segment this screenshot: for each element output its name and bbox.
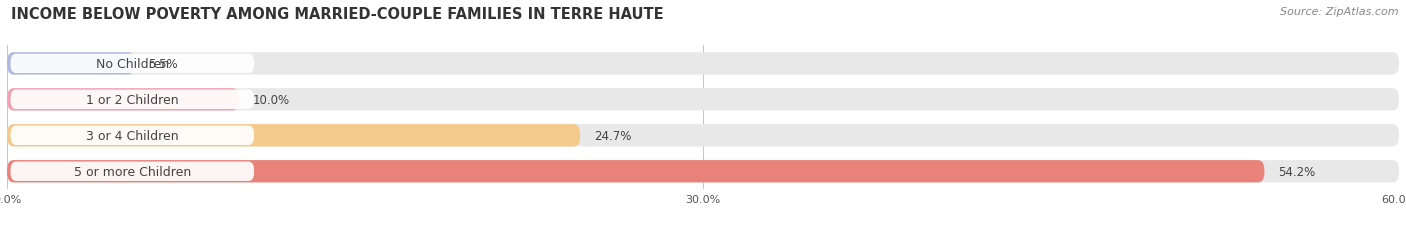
- Text: INCOME BELOW POVERTY AMONG MARRIED-COUPLE FAMILIES IN TERRE HAUTE: INCOME BELOW POVERTY AMONG MARRIED-COUPL…: [11, 7, 664, 22]
- Text: 5.5%: 5.5%: [149, 58, 179, 71]
- FancyBboxPatch shape: [7, 160, 1264, 183]
- FancyBboxPatch shape: [7, 89, 239, 111]
- FancyBboxPatch shape: [7, 125, 581, 147]
- FancyBboxPatch shape: [7, 53, 1399, 75]
- FancyBboxPatch shape: [10, 55, 254, 74]
- FancyBboxPatch shape: [7, 125, 1399, 147]
- Text: 3 or 4 Children: 3 or 4 Children: [86, 129, 179, 142]
- FancyBboxPatch shape: [10, 162, 254, 181]
- Text: Source: ZipAtlas.com: Source: ZipAtlas.com: [1281, 7, 1399, 17]
- Text: 24.7%: 24.7%: [593, 129, 631, 142]
- FancyBboxPatch shape: [10, 126, 254, 145]
- Text: 1 or 2 Children: 1 or 2 Children: [86, 93, 179, 106]
- Text: 54.2%: 54.2%: [1278, 165, 1316, 178]
- FancyBboxPatch shape: [10, 90, 254, 109]
- Text: 10.0%: 10.0%: [253, 93, 290, 106]
- FancyBboxPatch shape: [7, 89, 1399, 111]
- FancyBboxPatch shape: [7, 160, 1399, 183]
- Text: No Children: No Children: [96, 58, 169, 71]
- FancyBboxPatch shape: [7, 53, 135, 75]
- Text: 5 or more Children: 5 or more Children: [73, 165, 191, 178]
